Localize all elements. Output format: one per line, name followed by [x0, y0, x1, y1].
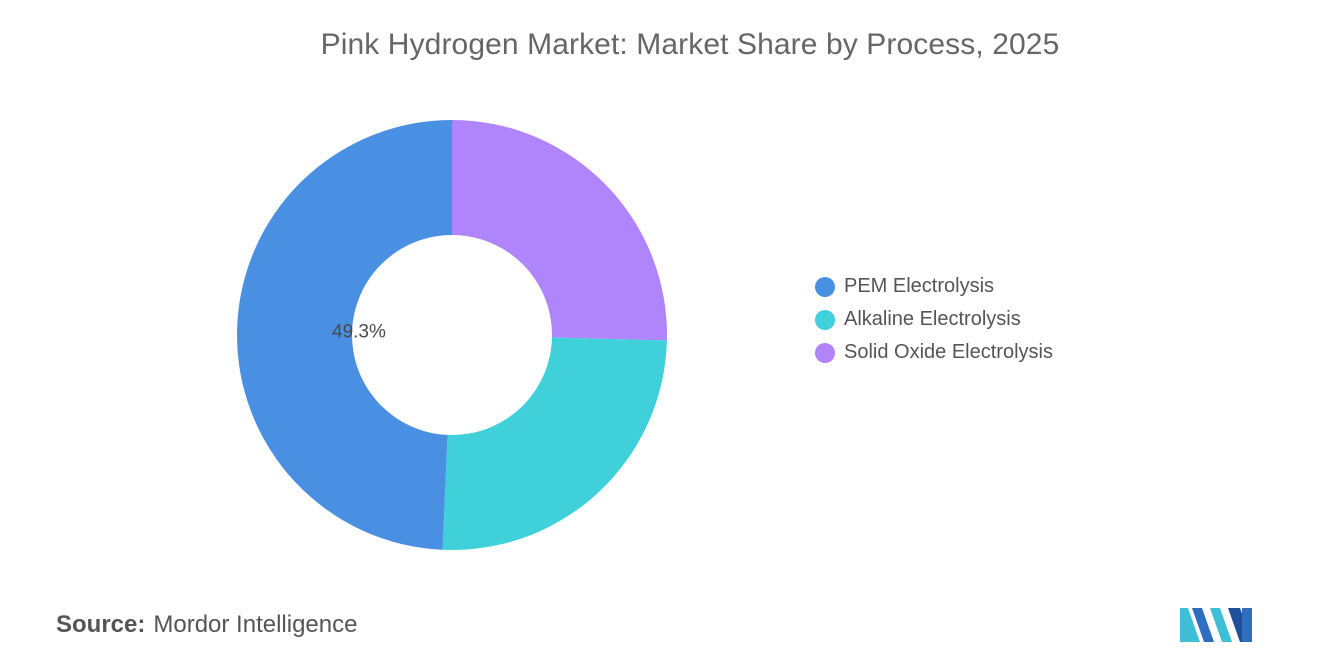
legend-label: PEM Electrolysis — [844, 275, 995, 297]
donut-slice-pem-electrolysis — [237, 120, 452, 550]
chart-title: Pink Hydrogen Market: Market Share by Pr… — [320, 28, 1060, 61]
source-prefix: Source: — [56, 611, 146, 638]
data-label-pem-electrolysis: 49.3% — [332, 321, 386, 342]
legend-item-solid-oxide-electrolysis: Solid Oxide Electrolysis — [815, 336, 1053, 369]
donut-slice-solid-oxide-electrolysis — [452, 120, 667, 341]
legend-item-alkaline-electrolysis: Alkaline Electrolysis — [815, 303, 1053, 336]
legend-marker-solid-oxide-electrolysis — [815, 342, 835, 363]
logo-shape-mid-right — [1210, 608, 1232, 642]
legend-label: Solid Oxide Electrolysis — [844, 341, 1053, 363]
legend-marker-pem-electrolysis — [815, 276, 835, 297]
source-name: Mordor Intelligence — [153, 611, 358, 638]
source-note: Source: Mordor Intelligence — [56, 611, 357, 639]
chart-legend: PEM Electrolysis Alkaline Electrolysis S… — [815, 270, 1053, 369]
donut-slice-alkaline-electrolysis — [442, 337, 667, 550]
logo-shape-mid-left — [1192, 608, 1214, 642]
legend-label: Alkaline Electrolysis — [844, 308, 1021, 330]
mordor-intelligence-logo-icon — [1180, 608, 1252, 642]
logo-bar-right — [1242, 608, 1252, 642]
logo-shape-left — [1180, 608, 1200, 642]
legend-marker-alkaline-electrolysis — [815, 309, 835, 330]
legend-item-pem-electrolysis: PEM Electrolysis — [815, 270, 1053, 303]
